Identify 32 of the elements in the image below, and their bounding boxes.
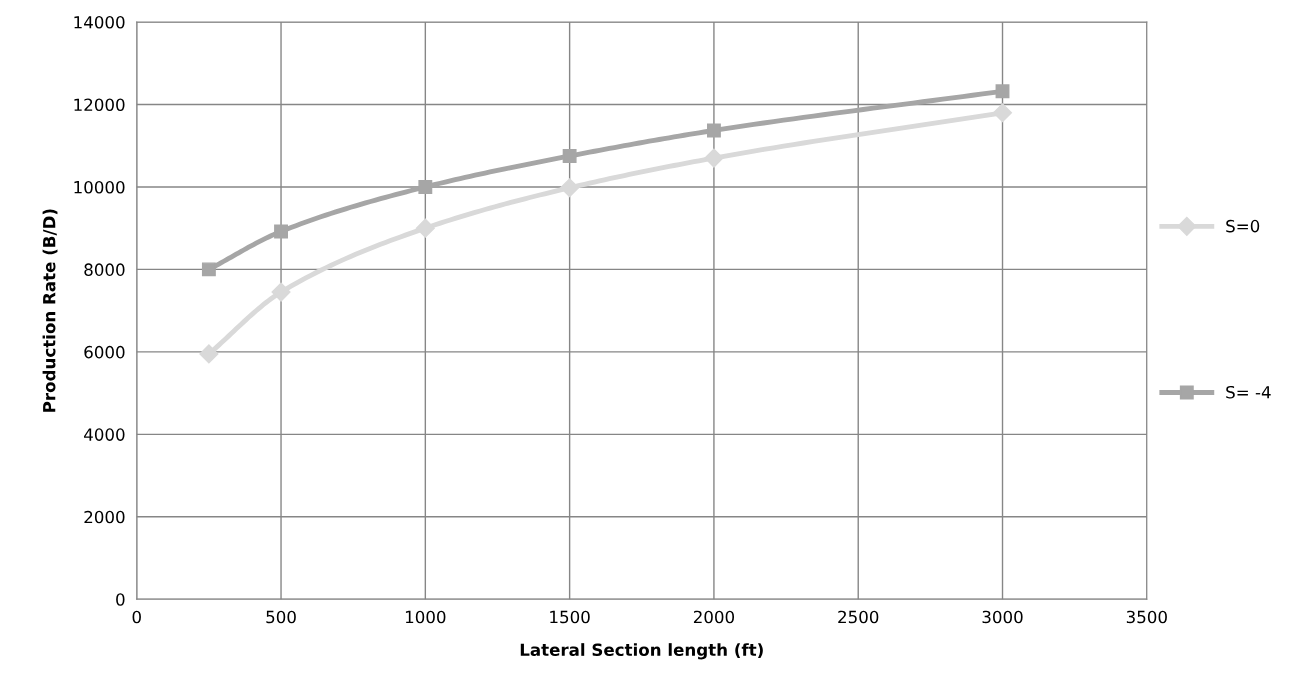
- point: [199, 344, 219, 364]
- y-tick-label: 12000: [74, 98, 125, 112]
- point: [201, 262, 216, 277]
- legend-label: S=0: [1226, 219, 1260, 233]
- point: [271, 282, 291, 302]
- x-tick-label: 1500: [550, 610, 590, 624]
- x-tick-label: 2500: [838, 610, 879, 624]
- y-tick-label: 0: [116, 593, 125, 606]
- x-tick-label: 3000: [982, 610, 1023, 624]
- point: [415, 218, 435, 238]
- y-tick-label: 8000: [84, 263, 125, 276]
- y-axis-title: Production Rate (B/D): [42, 209, 58, 412]
- y-tick-label: 10000: [74, 180, 125, 194]
- y-tick-label: 2000: [84, 510, 125, 524]
- x-tick-label: 3500: [1126, 610, 1167, 624]
- x-tick-label: 1000: [405, 610, 446, 624]
- point: [992, 103, 1013, 123]
- point: [274, 224, 288, 239]
- y-tick-label: 4000: [84, 428, 125, 441]
- x-tick-label: 500: [266, 610, 296, 624]
- point: [995, 84, 1010, 99]
- point: [706, 123, 721, 138]
- x-tick-label: 2000: [693, 610, 735, 624]
- point: [562, 149, 577, 163]
- point: [560, 178, 580, 198]
- x-tick-label: 0: [132, 610, 141, 624]
- y-tick-label: 6000: [84, 345, 125, 359]
- y-tick-label: 14000: [74, 15, 125, 29]
- point: [704, 148, 724, 168]
- point: [418, 179, 433, 194]
- x-axis-title: Lateral Section length (ft): [520, 643, 763, 660]
- legend-label: S= -4: [1226, 385, 1271, 399]
